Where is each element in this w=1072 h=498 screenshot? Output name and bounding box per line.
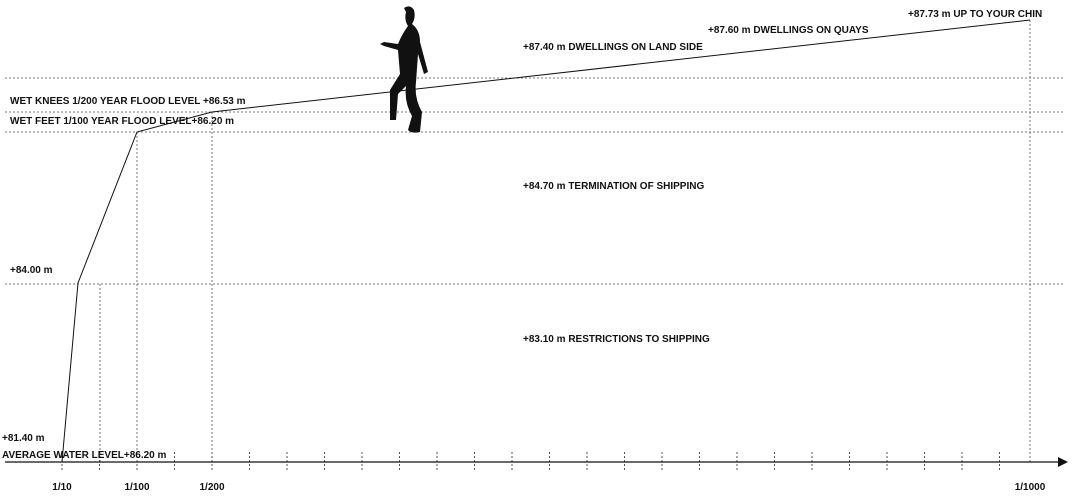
silhouette bbox=[380, 6, 428, 133]
level-label: +87.73 m UP TO YOUR CHIN bbox=[908, 9, 1042, 20]
level-label: +87.40 m DWELLINGS ON LAND SIDE bbox=[523, 42, 703, 53]
axis-label: 1/200 bbox=[199, 482, 224, 493]
level-label: +87.60 m DWELLINGS ON QUAYS bbox=[708, 25, 869, 36]
level-label: +84.70 m TERMINATION OF SHIPPING bbox=[523, 181, 704, 192]
guides bbox=[5, 20, 1065, 462]
level-label: +81.40 m bbox=[2, 433, 45, 444]
level-label: AVERAGE WATER LEVEL+86.20 m bbox=[2, 450, 167, 461]
axis-arrow bbox=[1058, 457, 1068, 467]
axis-label: 1/10 bbox=[52, 482, 72, 493]
axis-label: 1/100 bbox=[124, 482, 149, 493]
level-label: +84.00 m bbox=[10, 265, 53, 276]
level-label: +83.10 m RESTRICTIONS TO SHIPPING bbox=[523, 334, 710, 345]
flood-curve bbox=[61, 19, 1031, 463]
level-label: WET FEET 1/100 YEAR FLOOD LEVEL+86.20 m bbox=[10, 116, 234, 127]
level-label: WET KNEES 1/200 YEAR FLOOD LEVEL +86.53 … bbox=[10, 96, 246, 107]
axis-label: 1/1000 bbox=[1015, 482, 1046, 493]
